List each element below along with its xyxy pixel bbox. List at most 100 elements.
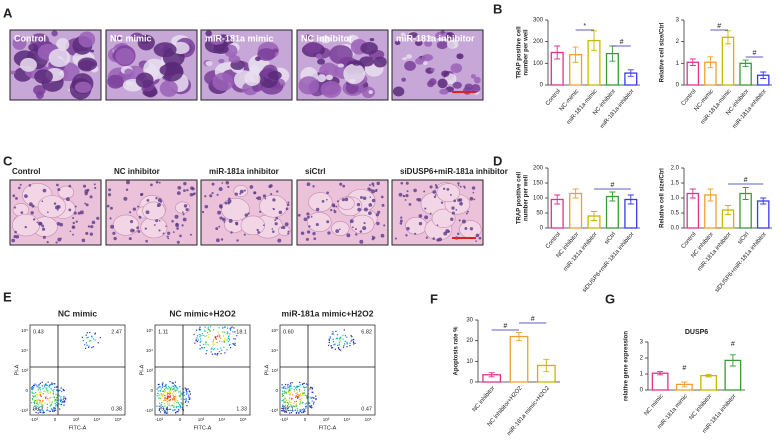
nucleus	[472, 191, 475, 194]
event-dot	[199, 329, 201, 331]
event-dot	[295, 392, 297, 394]
event-dot	[166, 403, 168, 405]
event-dot	[311, 407, 313, 409]
event-dot	[301, 402, 304, 404]
event-dot	[166, 408, 168, 410]
nucleus	[88, 225, 91, 228]
event-dot	[171, 404, 174, 407]
event-dot	[343, 345, 345, 347]
nucleus	[172, 231, 175, 233]
significance-mark: #	[620, 39, 624, 46]
event-dot	[203, 343, 205, 346]
nucleus	[346, 233, 351, 238]
nucleus	[333, 210, 337, 214]
nucleus	[332, 204, 336, 208]
event-dot	[176, 405, 178, 407]
y-tick-label: 10⁴	[21, 348, 28, 353]
event-dot	[167, 396, 169, 398]
event-dot	[60, 387, 62, 389]
event-dot	[195, 329, 198, 331]
cell	[56, 38, 70, 51]
event-dot	[49, 402, 51, 404]
event-dot	[186, 391, 188, 393]
cell	[135, 72, 154, 88]
y-tick-label: 0.5	[671, 211, 680, 217]
quadrant-value: 0.38	[111, 406, 122, 412]
cell	[107, 74, 124, 89]
event-dot	[205, 353, 207, 355]
event-dot	[211, 347, 213, 349]
nucleus	[129, 211, 132, 214]
nucleus	[137, 230, 141, 233]
event-dot	[301, 411, 303, 414]
event-dot	[54, 405, 57, 407]
nucleus	[65, 197, 70, 202]
nucleus	[362, 196, 367, 201]
event-dot	[207, 326, 209, 328]
event-dot	[216, 341, 218, 344]
event-dot	[168, 392, 170, 394]
nucleus	[236, 239, 239, 242]
event-dot	[177, 400, 179, 402]
nucleus	[371, 198, 376, 203]
event-dot	[49, 397, 51, 399]
event-dot	[189, 390, 191, 392]
y-tick-label: 3	[640, 340, 644, 346]
event-dot	[173, 396, 175, 398]
nucleus	[191, 187, 195, 191]
event-dot	[185, 388, 187, 390]
nucleus	[450, 217, 454, 221]
event-dot	[287, 385, 289, 387]
nucleus	[418, 221, 423, 226]
cell	[405, 216, 428, 235]
event-dot	[211, 353, 214, 355]
nucleus	[113, 236, 117, 241]
cell	[298, 76, 320, 95]
event-dot	[46, 384, 48, 387]
nucleus	[467, 210, 469, 213]
event-dot	[346, 336, 348, 338]
event-dot	[164, 405, 166, 407]
event-dot	[163, 385, 165, 387]
nucleus	[15, 196, 18, 200]
axis-label: FITC-A	[319, 425, 337, 431]
event-dot	[163, 402, 166, 405]
event-dot	[162, 390, 164, 392]
event-dot	[46, 391, 49, 393]
plot-title: NC mimic+H2O2	[169, 308, 236, 318]
nucleus	[362, 226, 367, 231]
event-dot	[329, 336, 331, 338]
event-dot	[39, 389, 42, 391]
cell	[360, 41, 378, 55]
nucleus	[257, 231, 261, 234]
cell	[159, 64, 178, 76]
nucleus	[130, 228, 135, 233]
y-tick-label: 10	[466, 359, 473, 365]
nucleus	[313, 237, 317, 241]
event-dot	[184, 401, 187, 403]
event-dot	[161, 384, 164, 386]
event-dot	[311, 400, 313, 402]
error-bar	[689, 58, 696, 66]
event-dot	[289, 400, 291, 403]
event-dot	[39, 392, 41, 394]
cell	[20, 57, 37, 72]
event-dot	[46, 409, 48, 412]
nucleus	[473, 198, 476, 201]
event-dot	[163, 391, 165, 393]
event-dot	[32, 409, 35, 411]
event-dot	[285, 411, 288, 413]
event-dot	[179, 390, 181, 392]
event-dot	[37, 384, 40, 386]
nucleus	[158, 229, 161, 232]
y-tick-label: 2	[640, 356, 644, 362]
event-dot	[42, 411, 45, 413]
nucleus	[436, 224, 439, 226]
nucleus	[11, 238, 16, 243]
nucleus	[286, 203, 290, 207]
event-dot	[208, 328, 210, 331]
event-dot	[51, 401, 53, 403]
nucleus	[155, 180, 159, 184]
nucleus	[72, 221, 75, 225]
event-dot	[166, 410, 168, 412]
